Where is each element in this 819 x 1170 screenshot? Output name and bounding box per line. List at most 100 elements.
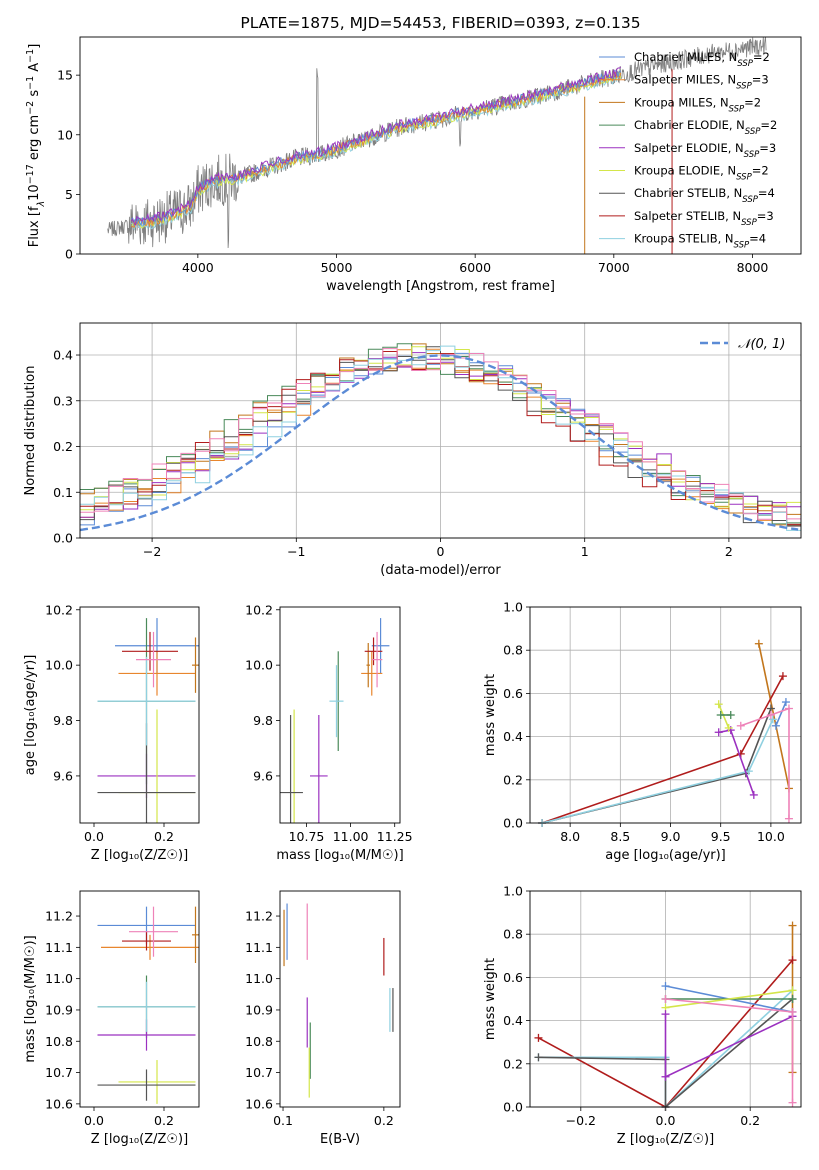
errorbar-point [192, 906, 199, 963]
y-tick-label: 11.0 [245, 971, 273, 986]
y-tick-label: 11.0 [45, 971, 73, 986]
spectrum-legend: Chabrier MILES, NSSP=2 Salpeter MILES, NS… [599, 50, 777, 251]
plot-frame [279, 890, 401, 1108]
x-tick-label: 0.0 [656, 1113, 676, 1128]
legend-entry: Kroupa MILES, NSSP=2 [634, 95, 761, 114]
y-tick-label: 10 [57, 127, 73, 142]
y-tick-label: 10.0 [245, 658, 273, 673]
y-tick-label: 10.9 [245, 1002, 273, 1017]
weight-marker [714, 728, 723, 737]
x-tick-label: 11.00 [333, 829, 369, 844]
y-axis-label: mass weight [483, 958, 498, 1040]
errorbar-point [129, 906, 178, 957]
model-spectrum [131, 72, 622, 231]
y-tick-label: 9.6 [53, 768, 73, 783]
x-tick-label: 5000 [321, 260, 353, 275]
weight-marker [749, 790, 758, 799]
x-tick-label: 8.5 [610, 829, 630, 844]
y-tick-label: 10.0 [45, 658, 73, 673]
weight-marker [781, 698, 790, 707]
y-tick-label: 0.1 [53, 485, 73, 500]
errorbar-point [97, 981, 196, 1032]
residual-histogram [80, 348, 801, 520]
weight-marker [788, 986, 797, 995]
x-tick-label: 0.0 [84, 1113, 104, 1128]
age_vs_Z-axes: 0.0 0.2 9.6 9.8 10.0 10.2 Z [log₁₀(Z/Z☉)] age [… [23, 602, 188, 863]
x-tick-label: 1 [581, 544, 589, 559]
errorbar-point [97, 723, 196, 823]
weight-marker [788, 1007, 797, 1016]
x-tick-label: 11.25 [377, 829, 413, 844]
weight-series [541, 708, 772, 823]
weight-marker [778, 672, 787, 681]
plot-frame [79, 606, 200, 824]
y-tick-label: 0.3 [53, 393, 73, 408]
y-tick-label: 11.1 [45, 940, 73, 955]
age_vs_mass-axes: 10.75 11.00 11.25 9.6 9.8 10.0 10.2 mass [log₁₀… [245, 602, 412, 863]
errorbar-point [371, 618, 390, 674]
y-axis-label-part: −1 [25, 49, 36, 63]
y-axis-label: age [log₁₀(age/yr)] [23, 655, 38, 776]
weight-series [538, 998, 794, 1107]
x-axis-label: Z [log₁₀(Z/Z☉)] [617, 1132, 714, 1147]
x-axis-label: Z [log₁₀(Z/Z☉)] [91, 1132, 188, 1147]
legend-entry: Chabrier ELODIE, NSSP=2 [634, 118, 777, 137]
y-axis-label-part: −2 [25, 101, 36, 115]
legend-entry: Kroupa ELODIE, NSSP=2 [634, 164, 769, 183]
weight-series [740, 707, 790, 819]
weight-series [541, 675, 784, 823]
y-tick-label: 5 [65, 187, 73, 202]
y-axis-label: Flux [fλ10−17 erg cm−2 s−1 A−1] [25, 44, 47, 248]
model-spectrum [131, 71, 622, 229]
x-tick-label: −0.2 [566, 1113, 596, 1128]
legend-entry: Salpeter MILES, NSSP=3 [634, 73, 769, 92]
weight-marker [661, 1072, 670, 1081]
y-tick-label: 0.2 [503, 1056, 523, 1071]
errorbar-point [366, 643, 370, 688]
y-tick-label: 0.0 [503, 816, 523, 831]
y-tick-label: 10.8 [245, 1034, 273, 1049]
errorbar-point [136, 631, 171, 688]
weight-marker [714, 700, 723, 709]
y-tick-label: 11.1 [245, 940, 273, 955]
weight-series [541, 718, 774, 823]
y-axis-label-part: s [27, 90, 42, 101]
errorbar-point [118, 651, 196, 696]
y-tick-label: 10.2 [45, 602, 73, 617]
y-axis-label-part: 10 [27, 184, 42, 201]
errorbar-point [371, 631, 383, 688]
weight-marker [784, 814, 793, 823]
x-tick-label: 0.2 [154, 829, 174, 844]
x-tick-label: 10.0 [757, 829, 785, 844]
weight-marker [661, 982, 670, 991]
errorbar-point [361, 651, 383, 696]
model-spectrum [130, 66, 622, 226]
errorbar-point [101, 934, 199, 960]
y-tick-label: 10.8 [45, 1034, 73, 1049]
y-axis-label-part: −17 [25, 164, 36, 184]
x-tick-label: 9.0 [661, 829, 681, 844]
weight-marker [534, 1033, 543, 1042]
x-tick-label: 0.2 [154, 1113, 174, 1128]
y-tick-label: 10.7 [245, 1065, 273, 1080]
x-axis-label: (data-model)/error [380, 563, 501, 578]
x-tick-label: 0.2 [374, 1113, 394, 1128]
y-tick-label: 9.8 [253, 713, 273, 728]
x-tick-label: 0 [437, 544, 445, 559]
y-axis-label-part: A [27, 63, 42, 76]
x-tick-label: −2 [143, 544, 161, 559]
y-axis-label: Normed distribution [23, 366, 38, 496]
weight-marker [788, 1098, 797, 1107]
y-tick-label: 0.4 [503, 729, 523, 744]
errorbar-point [97, 1069, 196, 1101]
y-tick-label: 0.6 [503, 970, 523, 985]
errorbar-point [122, 631, 178, 671]
x-axis-label: age [log₁₀(age/yr)] [605, 848, 726, 863]
weight-marker [784, 704, 793, 713]
weight-marker [716, 711, 725, 719]
y-tick-label: 10.9 [45, 1002, 73, 1017]
weight-marker [754, 639, 763, 648]
plot-frame [529, 606, 802, 824]
x-axis-label: mass [log₁₀(M/M☉)] [276, 848, 403, 863]
x-tick-label: 8.0 [560, 829, 580, 844]
